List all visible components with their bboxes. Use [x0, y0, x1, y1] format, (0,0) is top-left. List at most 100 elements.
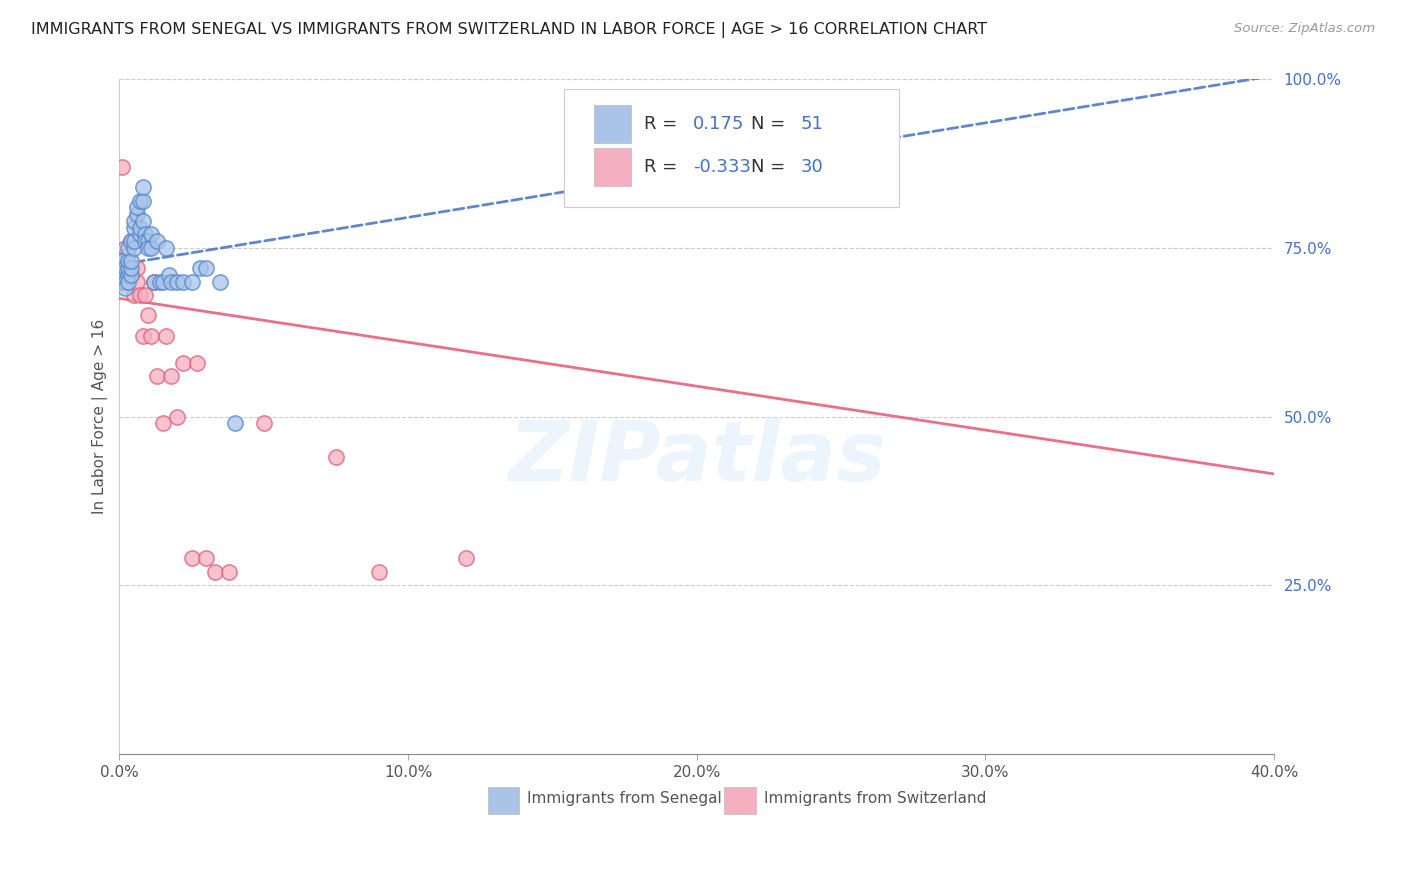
FancyBboxPatch shape	[724, 787, 755, 814]
Point	[218, 565, 240, 579]
Point	[114, 241, 136, 255]
Point	[120, 260, 142, 275]
Point	[143, 275, 166, 289]
Point	[117, 268, 139, 282]
Point	[125, 207, 148, 221]
Point	[141, 328, 163, 343]
Text: 51: 51	[800, 115, 824, 133]
Point	[195, 551, 218, 566]
Point	[128, 288, 150, 302]
Point	[188, 260, 211, 275]
Text: 0.175: 0.175	[693, 115, 745, 133]
Point	[120, 268, 142, 282]
Text: Source: ZipAtlas.com: Source: ZipAtlas.com	[1234, 22, 1375, 36]
Text: N =: N =	[751, 158, 792, 176]
Point	[122, 234, 145, 248]
Point	[160, 369, 183, 384]
Point	[114, 260, 136, 275]
Point	[112, 268, 135, 282]
Point	[128, 227, 150, 242]
Point	[108, 268, 131, 282]
Point	[131, 213, 153, 227]
Point	[149, 275, 172, 289]
Point	[111, 160, 134, 174]
Point	[131, 180, 153, 194]
Text: Immigrants from Switzerland: Immigrants from Switzerland	[763, 790, 986, 805]
Point	[160, 275, 183, 289]
Point	[143, 275, 166, 289]
Point	[122, 288, 145, 302]
FancyBboxPatch shape	[593, 147, 631, 186]
Point	[166, 409, 188, 424]
Point	[122, 213, 145, 227]
Text: -0.333: -0.333	[693, 158, 751, 176]
Point	[117, 275, 139, 289]
Text: R =: R =	[644, 158, 683, 176]
Point	[368, 565, 391, 579]
Point	[134, 227, 156, 242]
Point	[172, 275, 194, 289]
Point	[141, 227, 163, 242]
Point	[146, 234, 169, 248]
Text: ZIPatlas: ZIPatlas	[508, 417, 886, 498]
Point	[117, 241, 139, 255]
Point	[110, 260, 132, 275]
Point	[114, 275, 136, 289]
Point	[155, 241, 177, 255]
Point	[120, 234, 142, 248]
Point	[195, 260, 218, 275]
Point	[117, 254, 139, 268]
Point	[128, 194, 150, 208]
Text: IMMIGRANTS FROM SENEGAL VS IMMIGRANTS FROM SWITZERLAND IN LABOR FORCE | AGE > 16: IMMIGRANTS FROM SENEGAL VS IMMIGRANTS FR…	[31, 22, 987, 38]
Point	[136, 308, 159, 322]
Point	[152, 275, 174, 289]
Point	[180, 275, 202, 289]
Point	[253, 417, 276, 431]
Point	[325, 450, 347, 464]
Text: Immigrants from Senegal: Immigrants from Senegal	[527, 790, 721, 805]
Point	[209, 275, 232, 289]
Point	[114, 281, 136, 295]
Text: N =: N =	[751, 115, 792, 133]
Point	[120, 234, 142, 248]
Point	[166, 275, 188, 289]
Point	[134, 288, 156, 302]
Point	[136, 234, 159, 248]
Point	[120, 254, 142, 268]
FancyBboxPatch shape	[593, 105, 631, 144]
Point	[117, 260, 139, 275]
Point	[180, 551, 202, 566]
Point	[125, 275, 148, 289]
Point	[114, 268, 136, 282]
Y-axis label: In Labor Force | Age > 16: In Labor Force | Age > 16	[93, 319, 108, 514]
Point	[131, 194, 153, 208]
Point	[155, 328, 177, 343]
Point	[224, 417, 246, 431]
Point	[117, 260, 139, 275]
Point	[152, 417, 174, 431]
Point	[117, 247, 139, 261]
Point	[120, 268, 142, 282]
Point	[136, 241, 159, 255]
Point	[131, 328, 153, 343]
Point	[186, 355, 208, 369]
Point	[157, 268, 180, 282]
Point	[122, 220, 145, 235]
Point	[204, 565, 226, 579]
Text: R =: R =	[644, 115, 683, 133]
FancyBboxPatch shape	[488, 787, 519, 814]
Text: 30: 30	[800, 158, 824, 176]
Point	[146, 369, 169, 384]
Point	[141, 241, 163, 255]
Point	[125, 200, 148, 214]
Point	[122, 241, 145, 255]
Point	[111, 254, 134, 268]
Point	[111, 275, 134, 289]
Point	[134, 234, 156, 248]
Point	[111, 260, 134, 275]
Point	[172, 355, 194, 369]
Point	[128, 220, 150, 235]
Point	[125, 260, 148, 275]
Point	[454, 551, 477, 566]
FancyBboxPatch shape	[564, 89, 898, 207]
